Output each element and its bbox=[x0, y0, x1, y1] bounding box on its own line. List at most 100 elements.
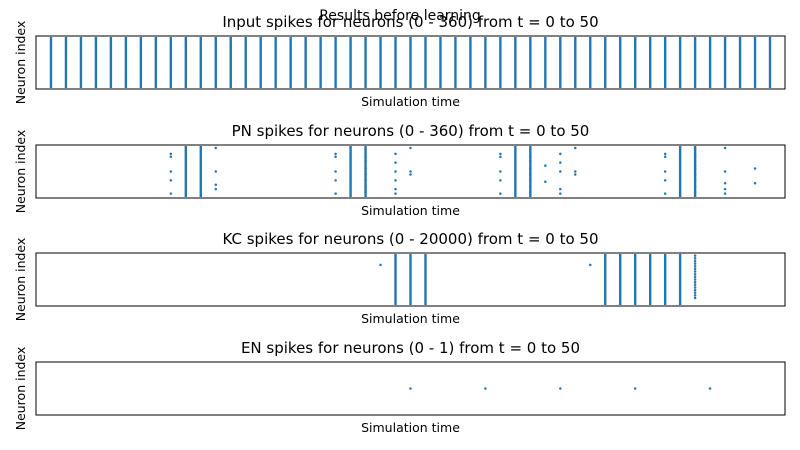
pn-spike-point bbox=[169, 192, 173, 195]
kc-spike-point bbox=[693, 265, 697, 268]
pn-spike-point bbox=[364, 155, 367, 159]
pn-spike-point bbox=[693, 148, 697, 151]
pn-spike-point bbox=[214, 170, 218, 173]
kc-spike-point bbox=[693, 259, 697, 263]
pn-axes-frame bbox=[35, 144, 786, 199]
en-panel-title: EN spikes for neurons (0 - 1) from t = 0… bbox=[241, 339, 580, 357]
pn-x-axis-label: Simulation time bbox=[361, 203, 460, 218]
pn-spike-point bbox=[753, 167, 757, 170]
en-y-axis-label: Neuron index bbox=[13, 347, 28, 431]
pn-spike-point bbox=[529, 155, 532, 159]
pn-spike-point bbox=[559, 152, 562, 156]
pn-spike-point bbox=[169, 155, 173, 159]
pn-spike-point bbox=[394, 170, 397, 173]
pn-spike-point bbox=[499, 155, 502, 159]
kc-spike-point bbox=[693, 291, 697, 294]
pn-spike-point bbox=[499, 192, 502, 195]
pn-spike-point bbox=[499, 152, 502, 156]
pn-spike-point bbox=[529, 184, 532, 188]
pn-spike-point bbox=[663, 192, 667, 195]
pn-spike-point bbox=[394, 187, 397, 191]
pn-spike-point bbox=[529, 167, 532, 170]
pn-spike-point bbox=[334, 170, 337, 173]
pn-spike-point bbox=[723, 182, 727, 185]
pn-spike-point bbox=[499, 179, 502, 182]
pn-spike-point bbox=[559, 192, 562, 195]
pn-spike-point bbox=[214, 183, 218, 186]
kc-spike-point bbox=[693, 262, 697, 265]
pn-spike-point bbox=[529, 190, 532, 194]
pn-spike-point bbox=[334, 192, 337, 195]
pn-spike-point bbox=[529, 148, 532, 151]
pn-spike-point bbox=[409, 146, 412, 150]
kc-spike-point bbox=[693, 286, 697, 289]
pn-spike-point bbox=[693, 190, 697, 194]
input-axes-frame bbox=[35, 35, 786, 90]
kc-spike-point bbox=[693, 283, 697, 287]
pn-spike-point bbox=[693, 164, 697, 167]
kc-spike-point bbox=[693, 294, 697, 297]
en-spike-point bbox=[409, 387, 412, 390]
pn-spike-point bbox=[169, 170, 173, 173]
input-panel: Input spikes for neurons (0 - 360) from … bbox=[13, 13, 786, 109]
kc-panel-title: KC spikes for neurons (0 - 20000) from t… bbox=[222, 230, 598, 248]
pn-spike-point bbox=[364, 179, 367, 182]
kc-spike-point bbox=[693, 270, 697, 273]
pn-spike-point bbox=[214, 187, 218, 191]
kc-y-axis-label: Neuron index bbox=[13, 238, 28, 322]
kc-spike-point bbox=[693, 267, 697, 271]
pn-spike-point bbox=[559, 187, 562, 191]
pn-spike-point bbox=[394, 152, 397, 156]
pn-spike-point bbox=[723, 170, 727, 173]
en-x-axis-label: Simulation time bbox=[361, 420, 460, 435]
en-panel: EN spikes for neurons (0 - 1) from t = 0… bbox=[13, 339, 786, 435]
pn-spike-point bbox=[693, 179, 697, 182]
pn-spike-point bbox=[529, 173, 532, 176]
en-spike-point bbox=[484, 387, 487, 390]
en-axes-frame bbox=[35, 361, 786, 416]
en-spike-point bbox=[708, 387, 712, 390]
kc-spike-point bbox=[693, 288, 697, 292]
kc-spike-point bbox=[693, 275, 697, 279]
kc-spike-point bbox=[589, 263, 592, 267]
pn-spike-point bbox=[364, 148, 367, 151]
kc-panel: KC spikes for neurons (0 - 20000) from t… bbox=[13, 230, 786, 326]
pn-spike-point bbox=[723, 192, 727, 195]
pn-spike-point bbox=[723, 146, 727, 150]
kc-axes-frame bbox=[35, 252, 786, 307]
pn-spike-point bbox=[394, 179, 397, 182]
pn-spike-point bbox=[663, 179, 667, 182]
pn-spike-point bbox=[693, 152, 697, 156]
en-spike-point bbox=[559, 387, 562, 390]
pn-spike-point bbox=[574, 173, 577, 176]
pn-spike-point bbox=[214, 146, 218, 150]
pn-spike-point bbox=[559, 161, 562, 164]
pn-spike-point bbox=[334, 152, 337, 156]
pn-y-axis-label: Neuron index bbox=[13, 130, 28, 214]
pn-spike-point bbox=[559, 170, 562, 173]
pn-spike-point bbox=[693, 155, 697, 159]
pn-spike-point bbox=[723, 187, 727, 191]
figure-suptitle: Results before learning bbox=[319, 8, 481, 24]
en-spike-point bbox=[633, 387, 637, 390]
pn-spike-point bbox=[574, 170, 577, 173]
pn-spike-point bbox=[169, 179, 173, 182]
pn-spike-point bbox=[334, 179, 337, 182]
pn-spike-point bbox=[364, 190, 367, 194]
pn-panel: PN spikes for neurons (0 - 360) from t =… bbox=[13, 122, 786, 218]
pn-spike-point bbox=[529, 179, 532, 182]
pn-spike-point bbox=[364, 173, 367, 176]
pn-spike-point bbox=[693, 173, 697, 176]
kc-spike-point bbox=[693, 278, 697, 281]
pn-spike-point bbox=[574, 146, 577, 150]
pn-spike-point bbox=[334, 155, 337, 159]
kc-x-axis-label: Simulation time bbox=[361, 311, 460, 326]
pn-spike-point bbox=[364, 167, 367, 170]
kc-spike-point bbox=[693, 254, 697, 257]
kc-spike-point bbox=[693, 257, 697, 260]
kc-spike-point bbox=[693, 296, 697, 300]
input-y-axis-label: Neuron index bbox=[13, 21, 28, 105]
pn-spike-point bbox=[693, 167, 697, 170]
input-x-axis-label: Simulation time bbox=[361, 94, 460, 109]
